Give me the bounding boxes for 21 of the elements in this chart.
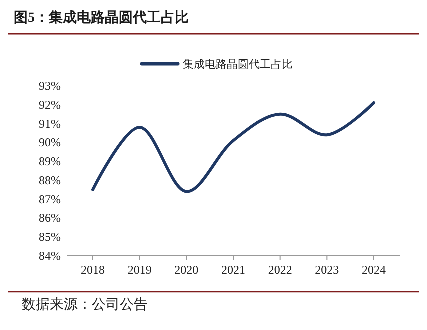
x-tick-label: 2020: [174, 263, 199, 277]
legend-label: 集成电路晶圆代工占比: [183, 58, 293, 71]
source-note: 数据来源：公司公告: [22, 297, 148, 313]
chart-title: 图5：集成电路晶圆代工占比: [14, 10, 189, 26]
x-tick-label: 2022: [268, 263, 292, 277]
line-series: [92, 102, 376, 194]
y-tick-label: 92%: [39, 98, 61, 112]
x-tick-label: 2019: [128, 263, 152, 277]
x-tick-label: 2024: [362, 263, 386, 277]
y-tick-label: 86%: [39, 211, 61, 226]
y-tick-label: 85%: [39, 230, 61, 244]
x-tick-label: 2021: [222, 263, 246, 277]
y-tick-label: 90%: [39, 136, 61, 150]
y-tick-label: 91%: [39, 116, 61, 131]
y-tick-label: 93%: [39, 79, 61, 93]
y-tick-label: 84%: [39, 249, 61, 263]
y-tick-label: 89%: [39, 154, 61, 169]
x-tick-label: 2018: [81, 263, 105, 277]
y-tick-label: 88%: [39, 173, 61, 188]
x-tick-label: 2023: [315, 263, 340, 277]
y-tick-label: 87%: [39, 192, 61, 206]
